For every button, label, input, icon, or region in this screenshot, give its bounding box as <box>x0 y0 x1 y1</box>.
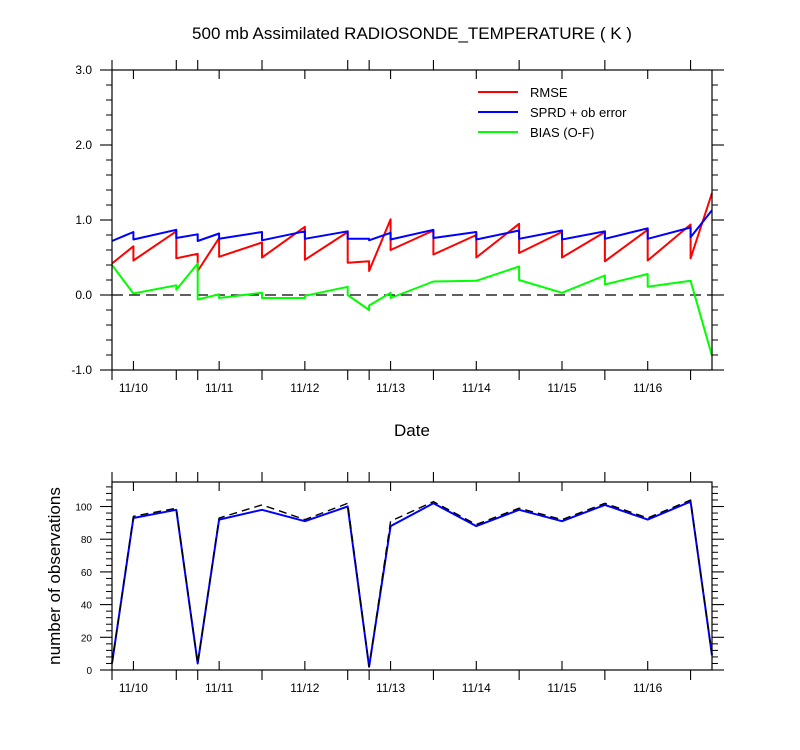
y-tick-label: -1.0 <box>71 363 92 377</box>
bottom-panel: 11/10 11/11 11/12 11/13 11/14 11/15 11/16 0 20 40… <box>45 472 724 695</box>
series-line-sprd-ob-error <box>111 209 713 242</box>
y-tick-label: 40 <box>81 601 93 612</box>
x-tick-label: 11/14 <box>462 381 491 395</box>
series-line-bias-o-f <box>111 262 713 357</box>
x-tick-label: 11/12 <box>290 381 319 395</box>
bottom-series-layer <box>111 499 713 668</box>
series-line-observations-used <box>111 500 713 668</box>
y-tick-label: 20 <box>81 633 93 644</box>
top-panel: 500 mb Assimilated RADIOSONDE_TEMPERATUR… <box>71 24 724 440</box>
y-tick-label: 100 <box>75 503 92 514</box>
chart-title: 500 mb Assimilated RADIOSONDE_TEMPERATUR… <box>192 24 632 43</box>
top-series-layer <box>111 192 713 357</box>
x-tick-label: 11/13 <box>376 381 405 395</box>
series-line-observations-possible <box>111 499 713 668</box>
y-tick-label: 1.0 <box>75 213 92 227</box>
x-tick-label: 11/15 <box>547 381 576 395</box>
x-tick-label: 11/15 <box>547 681 576 695</box>
x-tick-label: 11/11 <box>205 681 234 695</box>
y-tick-label: 0 <box>86 666 92 677</box>
bottom-ticks-layer: 11/10 11/11 11/12 11/13 11/14 11/15 11/16 0 20 40… <box>75 472 724 695</box>
y-tick-label: 3.0 <box>75 63 92 77</box>
x-tick-label: 11/16 <box>633 681 662 695</box>
y-tick-label: 60 <box>81 568 93 579</box>
y-tick-label: 80 <box>81 535 93 546</box>
top-ticks-layer: 11/10 11/11 11/12 11/13 11/14 11/15 11/16 -1.0 0… <box>71 60 724 395</box>
y-tick-label: 2.0 <box>75 138 92 152</box>
x-tick-label: 11/14 <box>462 681 491 695</box>
y-axis-label-observations: number of observations <box>45 487 64 665</box>
legend: RMSE SPRD + ob error BIAS (O-F) <box>478 85 627 140</box>
x-tick-label: 11/13 <box>376 681 405 695</box>
x-tick-label: 11/16 <box>633 381 662 395</box>
series-line-rmse <box>111 192 713 272</box>
y-tick-label: 0.0 <box>75 288 92 302</box>
x-axis-label: Date <box>394 421 430 440</box>
legend-label-bias-o-f: BIAS (O-F) <box>530 125 594 140</box>
legend-label-rmse: RMSE <box>530 85 568 100</box>
legend-label-sprd-ob-error: SPRD + ob error <box>530 105 627 120</box>
x-tick-label: 11/10 <box>119 381 148 395</box>
bottom-plot-frame <box>111 481 713 671</box>
x-tick-label: 11/12 <box>290 681 319 695</box>
x-tick-label: 11/10 <box>119 681 148 695</box>
x-tick-label: 11/11 <box>205 381 234 395</box>
